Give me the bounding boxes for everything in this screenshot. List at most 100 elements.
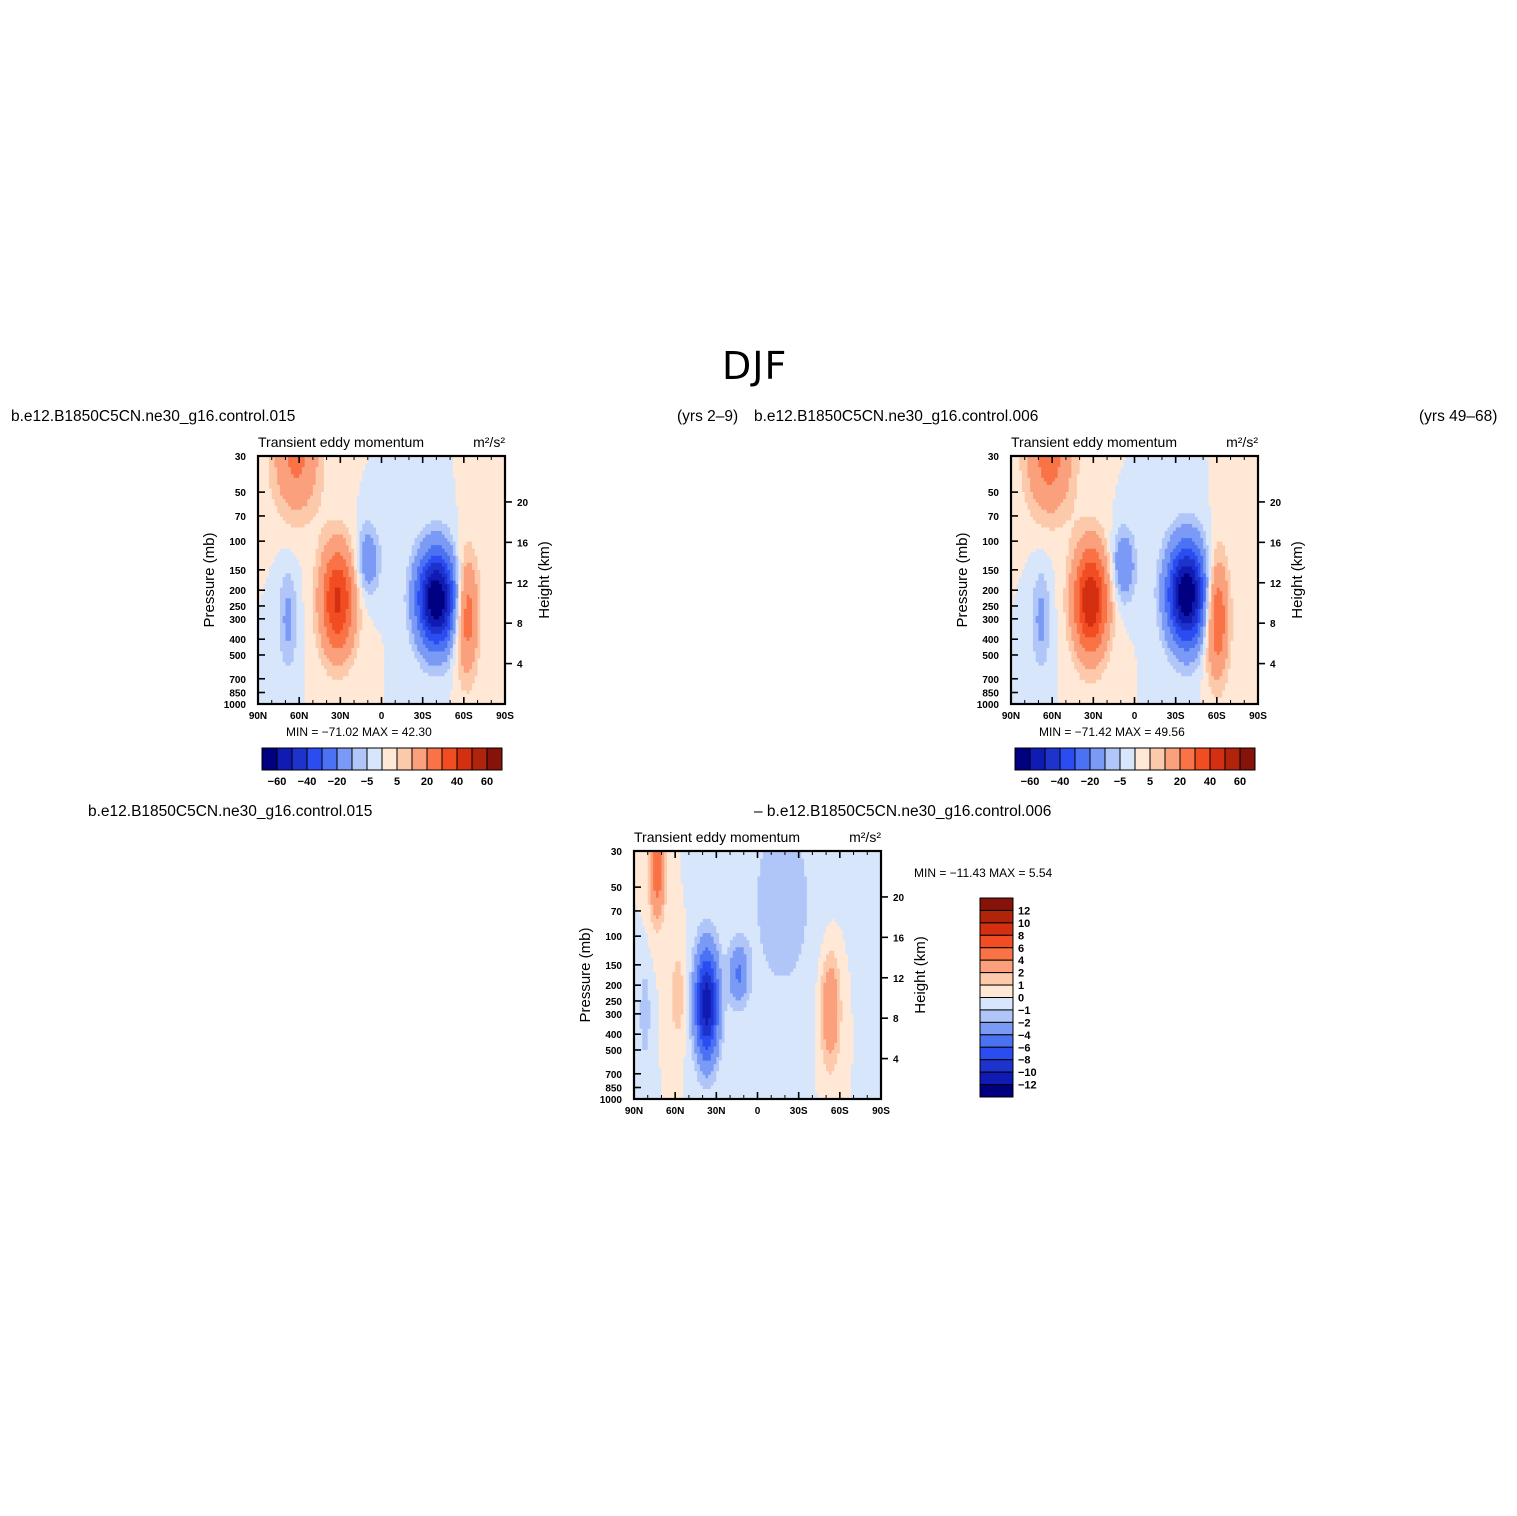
panel-a-field-cell [285, 498, 289, 503]
panel-a-field-cell [321, 512, 325, 517]
panel-a-field-cell [258, 456, 262, 461]
panel-a-field-cell [386, 647, 391, 652]
panel-a-field-cell [348, 463, 352, 468]
panel-a-field-cell [260, 608, 265, 613]
panel-a-field-cell [403, 537, 407, 542]
panel-a-field-cell [345, 512, 350, 517]
panel-a-field-cell [282, 622, 287, 627]
panel-a-field-cell [392, 587, 396, 592]
panel-a-field-cell [312, 576, 317, 581]
panel-a-field-cell [403, 523, 407, 528]
panel-a-field-cell [381, 657, 385, 663]
panel-a-field-cell [362, 640, 366, 645]
panel-a-field-cell [419, 654, 424, 659]
panel-a-field-cell [329, 689, 333, 694]
panel-a-field-cell [348, 509, 352, 514]
panel-a-field-cell [301, 537, 306, 542]
panel-a-field-cell [326, 583, 330, 588]
panel-a-field-cell [299, 636, 303, 641]
panel-a-field-cell [433, 633, 437, 638]
panel-a-field-cell [356, 494, 361, 500]
panel-a-field-cell [299, 509, 303, 514]
panel-a-field-cell [400, 519, 405, 524]
panel-a-field-cell [439, 675, 443, 680]
panel-a-field-cell [395, 693, 399, 698]
panel-a-field-cell [332, 700, 336, 705]
panel-a-field-cell [334, 505, 339, 510]
panel-a-field-cell [425, 696, 429, 702]
panel-a-field-cell [400, 459, 405, 464]
panel-a-field-cell [417, 456, 421, 461]
panel-a-field-cell [359, 618, 363, 624]
panel-a-field-cell [340, 456, 344, 461]
panel-a-field-cell [329, 615, 333, 620]
panel-a-field-cell [384, 530, 388, 535]
panel-a-field-cell [376, 622, 380, 627]
panel-a-field-cell [450, 526, 454, 531]
panel-a-field-cell [408, 548, 413, 553]
panel-a-field-cell [400, 463, 405, 468]
panel-a-field-cell [263, 473, 267, 478]
panel-a-field-cell [299, 604, 303, 609]
panel-a-field-cell [450, 487, 454, 493]
panel-a-field-cell [381, 629, 385, 634]
panel-a-field-cell [274, 562, 278, 567]
panel-a-field-cell [304, 512, 308, 517]
panel-a-field-cell [285, 682, 289, 687]
panel-a-field-cell [304, 594, 308, 599]
panel-a-field-cell [310, 590, 314, 595]
panel-a-field-cell [290, 647, 295, 652]
panel-a-field-cell [263, 587, 267, 592]
panel-a-field-cell [386, 459, 391, 464]
panel-a-field-cell [260, 565, 265, 570]
panel-a-field-cell [436, 555, 440, 560]
panel-a-field-cell [406, 647, 410, 652]
panel-a-field-cell [403, 558, 407, 563]
panel-a-field-cell [263, 654, 267, 659]
panel-a-field-cell [365, 470, 369, 475]
panel-a-field-cell [411, 689, 416, 694]
panel-a-field-cell [299, 700, 303, 705]
panel-a-field-cell [337, 480, 341, 485]
panel-a-field-cell [444, 502, 448, 507]
panel-a-field-cell [425, 640, 429, 645]
panel-a-field-cell [367, 615, 372, 620]
panel-a-field-cell [274, 633, 278, 638]
panel-a-field-cell [384, 523, 388, 528]
panel-a-field-cell [392, 562, 396, 567]
panel-a-field-cell [266, 640, 270, 645]
panel-a-field-cell [395, 470, 399, 475]
panel-a-field-cell [392, 572, 396, 578]
panel-a-field-cell [323, 633, 328, 638]
panel-a-field-cell [436, 657, 440, 663]
panel-a-field-cell [332, 604, 336, 609]
panel-a-field-cell [348, 555, 352, 560]
panel-a-field-cell [430, 576, 435, 581]
panel-a-field-cell [263, 533, 267, 539]
panel-a-field-cell [293, 640, 298, 645]
panel-a-field-cell [406, 590, 410, 595]
panel-a-field-cell [444, 477, 448, 482]
panel-a-field-cell [315, 530, 319, 535]
panel-a-field-cell [384, 693, 388, 698]
panel-a-field-cell [386, 484, 391, 489]
panel-a-field-cell [288, 466, 292, 471]
panel-a-field-cell [428, 689, 432, 694]
panel-a-field-cell [315, 594, 319, 599]
panel-a-field-cell [386, 657, 391, 663]
panel-a-field-cell [414, 548, 418, 553]
panel-a-field-cell [406, 530, 410, 535]
panel-a-field-cell [441, 661, 446, 666]
panel-a-field-cell [329, 463, 333, 468]
panel-a-field-cell [334, 572, 339, 578]
panel-a-field-cell [441, 618, 446, 624]
panel-a-field-cell [310, 633, 314, 638]
panel-a-field-cell [450, 498, 454, 503]
panel-a-field-cell [290, 487, 295, 493]
panel-a-field-cell [414, 594, 418, 599]
panel-a-field-cell [397, 611, 402, 617]
panel-a-field-cell [441, 523, 446, 528]
panel-a-field-cell [373, 487, 377, 493]
panel-a-field-cell [365, 629, 369, 634]
panel-a-field-cell [304, 558, 308, 563]
